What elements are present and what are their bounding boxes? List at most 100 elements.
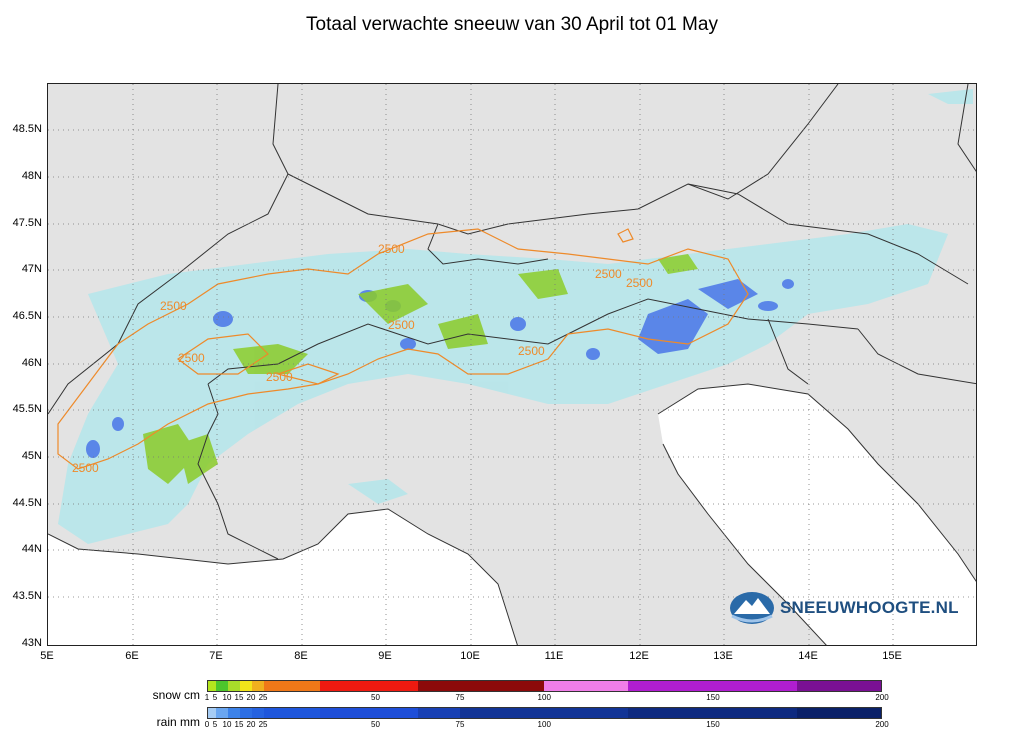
scale-tick-label: 5	[212, 720, 218, 729]
scale-color-segment	[796, 708, 881, 718]
scale-tick-label: 15	[234, 693, 244, 702]
mountain-globe-icon	[730, 592, 774, 624]
lat-label: 48N	[21, 170, 42, 182]
lat-label: 45N	[21, 450, 42, 462]
scale-color-segment	[712, 708, 797, 718]
scale-color-segment	[544, 681, 629, 691]
scale-tick-label: 200	[875, 693, 889, 702]
scale-color-segment	[418, 681, 461, 691]
scale-tick-label: 25	[258, 693, 268, 702]
scale-tick-label: 100	[537, 693, 551, 702]
scale-tick-label: 75	[455, 720, 465, 729]
lat-label: 44N	[21, 543, 42, 555]
scale-tick-label: 50	[371, 720, 380, 729]
snow-areas	[143, 254, 698, 484]
scale-color-segment	[712, 681, 797, 691]
scale-color-segment	[460, 681, 545, 691]
brand-logo[interactable]: SNEEUWHOOGTE.NL	[728, 590, 959, 626]
scale-color-segment	[796, 681, 881, 691]
scale-tick-label: 150	[706, 720, 720, 729]
contour-label: 2500	[72, 461, 99, 475]
scale-color-segment	[418, 708, 461, 718]
contour-label: 2500	[160, 299, 187, 313]
scale-color-segment	[227, 708, 240, 718]
scale-tick-label: 5	[212, 693, 218, 702]
scale-tick-label: 100	[537, 720, 551, 729]
lon-label: 12E	[629, 650, 649, 662]
snow-legend-title: snow cm	[152, 688, 200, 702]
lon-label: 10E	[460, 650, 480, 662]
scale-color-segment	[216, 681, 228, 691]
lon-label: 7E	[209, 650, 223, 662]
scale-tick-label: 0	[204, 720, 210, 729]
snow-color-scale	[207, 680, 882, 692]
scale-color-segment	[544, 708, 629, 718]
contour-label: 2500	[266, 370, 293, 384]
scale-tick-label: 150	[706, 693, 720, 702]
rain-legend-title: rain mm	[156, 715, 200, 729]
map-panel[interactable]: 2500 2500 2500 2500 2500 2500 2500 2500 …	[47, 83, 977, 646]
scale-color-segment	[208, 681, 216, 691]
snow-scale-ticks: 1 5 10 15 20 25 50 75 100 150 200	[204, 693, 889, 703]
lon-label: 8E	[294, 650, 308, 662]
brand-text: SNEEUWHOOGTE.NL	[780, 598, 959, 617]
scale-color-segment	[628, 708, 713, 718]
contour-label: 2500	[626, 276, 653, 290]
scale-color-segment	[263, 708, 320, 718]
lon-label: 13E	[713, 650, 733, 662]
scale-tick-label: 50	[371, 693, 380, 702]
lat-label: 45.5N	[12, 403, 42, 415]
scale-tick-label: 15	[234, 720, 244, 729]
scale-tick-label: 75	[455, 693, 465, 702]
contour-label: 2500	[595, 267, 622, 281]
scale-color-segment	[208, 708, 216, 718]
scale-color-segment	[227, 681, 240, 691]
scale-color-segment	[319, 708, 376, 718]
lat-label: 43.5N	[12, 590, 42, 602]
scale-color-segment	[251, 708, 264, 718]
ligurian-sea	[48, 509, 518, 645]
scale-color-segment	[239, 708, 252, 718]
scale-color-segment	[239, 681, 252, 691]
adriatic-coast	[657, 383, 976, 582]
lat-lon-grid	[48, 84, 976, 645]
scale-color-segment	[263, 681, 320, 691]
contour-label: 2500	[178, 351, 205, 365]
scale-color-segment	[251, 681, 264, 691]
scale-tick-label: 1	[204, 693, 210, 702]
lat-label: 43N	[21, 637, 42, 649]
map-canvas	[48, 84, 976, 645]
scale-color-segment	[628, 681, 713, 691]
lat-label: 48.5N	[12, 123, 42, 135]
scale-color-segment	[216, 708, 228, 718]
lon-label: 6E	[125, 650, 139, 662]
contour-label: 2500	[388, 318, 415, 332]
map-title: Totaal verwachte sneeuw van 30 April tot…	[306, 14, 718, 35]
lat-label: 46N	[21, 357, 42, 369]
lon-label: 11E	[544, 650, 564, 662]
scale-color-segment	[319, 681, 376, 691]
scale-tick-label: 10	[222, 720, 232, 729]
lat-label: 47.5N	[12, 217, 42, 229]
scale-tick-label: 20	[246, 693, 256, 702]
scale-tick-label: 25	[258, 720, 268, 729]
scale-tick-label: 10	[222, 693, 232, 702]
contour-label: 2500	[378, 242, 405, 256]
lon-label: 5E	[40, 650, 54, 662]
scale-color-segment	[460, 708, 545, 718]
scale-tick-label: 20	[246, 720, 256, 729]
ligurian-coast	[48, 508, 518, 645]
lat-label: 47N	[21, 263, 42, 275]
rain-scale-ticks: 0 5 10 15 20 25 50 75 100 150 200	[204, 720, 889, 730]
lon-label: 9E	[378, 650, 392, 662]
italy-east-coast	[662, 443, 827, 645]
scale-tick-label: 200	[875, 720, 889, 729]
lon-label: 14E	[798, 650, 818, 662]
scale-color-segment	[375, 681, 419, 691]
adriatic-sea	[658, 384, 976, 645]
rain-color-scale	[207, 707, 882, 719]
lat-label: 44.5N	[12, 497, 42, 509]
lat-label: 46.5N	[12, 310, 42, 322]
scale-color-segment	[375, 708, 419, 718]
contour-label: 2500	[518, 344, 545, 358]
